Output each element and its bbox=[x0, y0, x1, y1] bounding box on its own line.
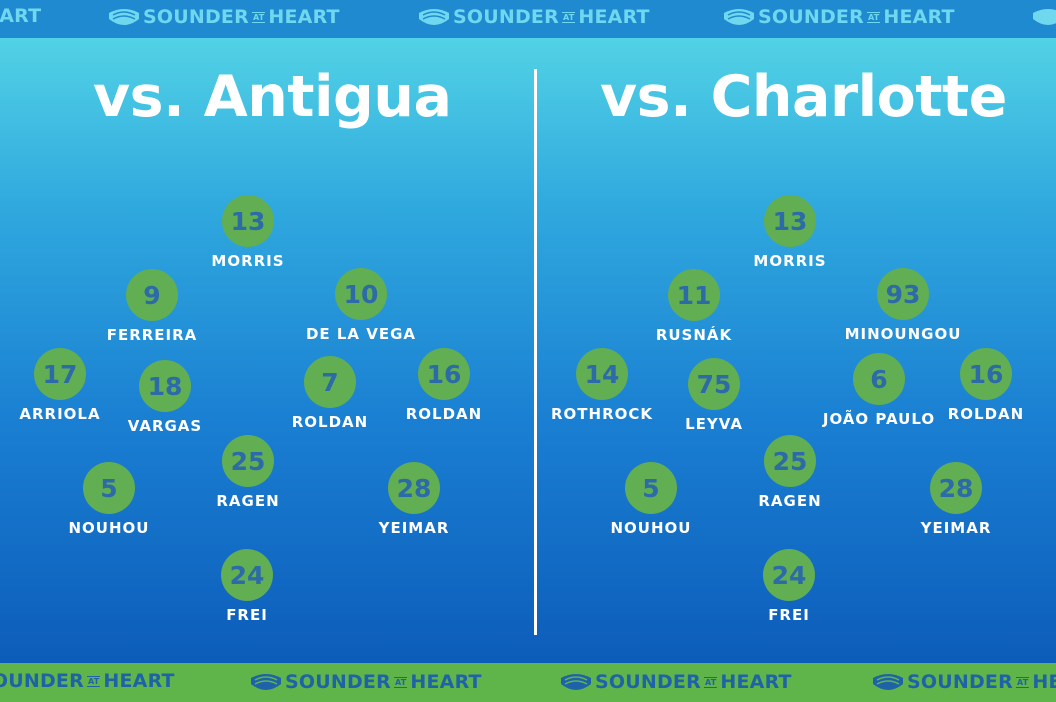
player-name: ARRIOLA bbox=[19, 405, 101, 423]
player-number: 14 bbox=[576, 348, 628, 400]
brand-text-right: HEART bbox=[410, 671, 482, 693]
player-name: LEYVA bbox=[685, 415, 743, 433]
brand-text-mid: AT bbox=[703, 676, 718, 688]
brand-text-right: HEART bbox=[268, 6, 340, 28]
player-name: ROLDAN bbox=[947, 405, 1025, 423]
sounders-crest-icon bbox=[419, 9, 449, 25]
player-number: 11 bbox=[668, 269, 720, 321]
divider bbox=[534, 69, 537, 635]
brand-text-left: SOUNDER bbox=[143, 6, 249, 28]
brand-text-left: SOUNDER bbox=[758, 6, 864, 28]
player-number: 5 bbox=[83, 462, 135, 514]
brand-text-mid: AT bbox=[561, 11, 576, 23]
player-number: 24 bbox=[221, 549, 273, 601]
player-name: YEIMAR bbox=[920, 519, 992, 537]
player-name: YEIMAR bbox=[378, 519, 450, 537]
player-number: 75 bbox=[688, 358, 740, 410]
brand-text-mid: AT bbox=[86, 675, 101, 687]
player-number: 5 bbox=[625, 462, 677, 514]
player-name: MINOUNGOU bbox=[844, 325, 962, 343]
player-name: FREI bbox=[768, 606, 810, 624]
brand-text-left: SOUNDER bbox=[0, 670, 84, 692]
player-number: 6 bbox=[853, 353, 905, 405]
player-number: 10 bbox=[335, 268, 387, 320]
player-name: ROLDAN bbox=[291, 413, 369, 431]
player-number: 7 bbox=[304, 356, 356, 408]
player-name: FREI bbox=[226, 606, 268, 624]
brand-logo: HEART bbox=[0, 5, 41, 27]
player-number: 25 bbox=[764, 435, 816, 487]
player-name: RAGEN bbox=[758, 492, 822, 510]
brand-text-left: SOUNDER bbox=[453, 6, 559, 28]
sounders-crest-icon bbox=[251, 674, 281, 690]
player-name: JOÃO PAULO bbox=[822, 410, 936, 428]
player-number: 28 bbox=[388, 462, 440, 514]
sounders-crest-icon bbox=[1033, 9, 1056, 25]
player-number: 16 bbox=[418, 348, 470, 400]
player-number: 18 bbox=[139, 360, 191, 412]
sounders-crest-icon bbox=[724, 9, 754, 25]
brand-text-right: HEART bbox=[883, 6, 955, 28]
player-number: 28 bbox=[930, 462, 982, 514]
player-name: MORRIS bbox=[753, 252, 827, 270]
brand-text-left: SOUNDER bbox=[285, 671, 391, 693]
brand-text-right: HEART bbox=[720, 671, 792, 693]
brand-text-mid: AT bbox=[866, 11, 881, 23]
player-number: 24 bbox=[763, 549, 815, 601]
player-number: 16 bbox=[960, 348, 1012, 400]
sounders-crest-icon bbox=[873, 674, 903, 690]
player-name: VARGAS bbox=[127, 417, 203, 435]
brand-text-mid: AT bbox=[393, 676, 408, 688]
player-number: 93 bbox=[877, 268, 929, 320]
brand-text-right: HEART bbox=[103, 670, 175, 692]
brand-logo bbox=[1032, 5, 1056, 29]
player-number: 9 bbox=[126, 269, 178, 321]
player-name: FERREIRA bbox=[106, 326, 198, 344]
player-name: ROTHROCK bbox=[550, 405, 654, 423]
brand-text-mid: AT bbox=[251, 11, 266, 23]
brand-text-right: HEART bbox=[1032, 671, 1056, 693]
player-number: 13 bbox=[764, 195, 816, 247]
player-name: RUSNÁK bbox=[655, 326, 733, 344]
player-name: MORRIS bbox=[211, 252, 285, 270]
player-name: NOUHOU bbox=[68, 519, 150, 537]
sounders-crest-icon bbox=[561, 674, 591, 690]
brand-text-right: HEART bbox=[0, 5, 42, 27]
player-number: 13 bbox=[222, 195, 274, 247]
left-title: vs. Antigua bbox=[93, 64, 452, 130]
brand-text-mid: AT bbox=[1015, 676, 1030, 688]
player-number: 17 bbox=[34, 348, 86, 400]
brand-text-left: SOUNDER bbox=[907, 671, 1013, 693]
player-name: NOUHOU bbox=[610, 519, 692, 537]
player-name: RAGEN bbox=[216, 492, 280, 510]
sounders-crest-icon bbox=[109, 9, 139, 25]
brand-text-right: HEART bbox=[578, 6, 650, 28]
player-number: 25 bbox=[222, 435, 274, 487]
brand-text-left: SOUNDER bbox=[595, 671, 701, 693]
right-title: vs. Charlotte bbox=[600, 64, 1007, 130]
player-name: DE LA VEGA bbox=[305, 325, 417, 343]
player-name: ROLDAN bbox=[405, 405, 483, 423]
